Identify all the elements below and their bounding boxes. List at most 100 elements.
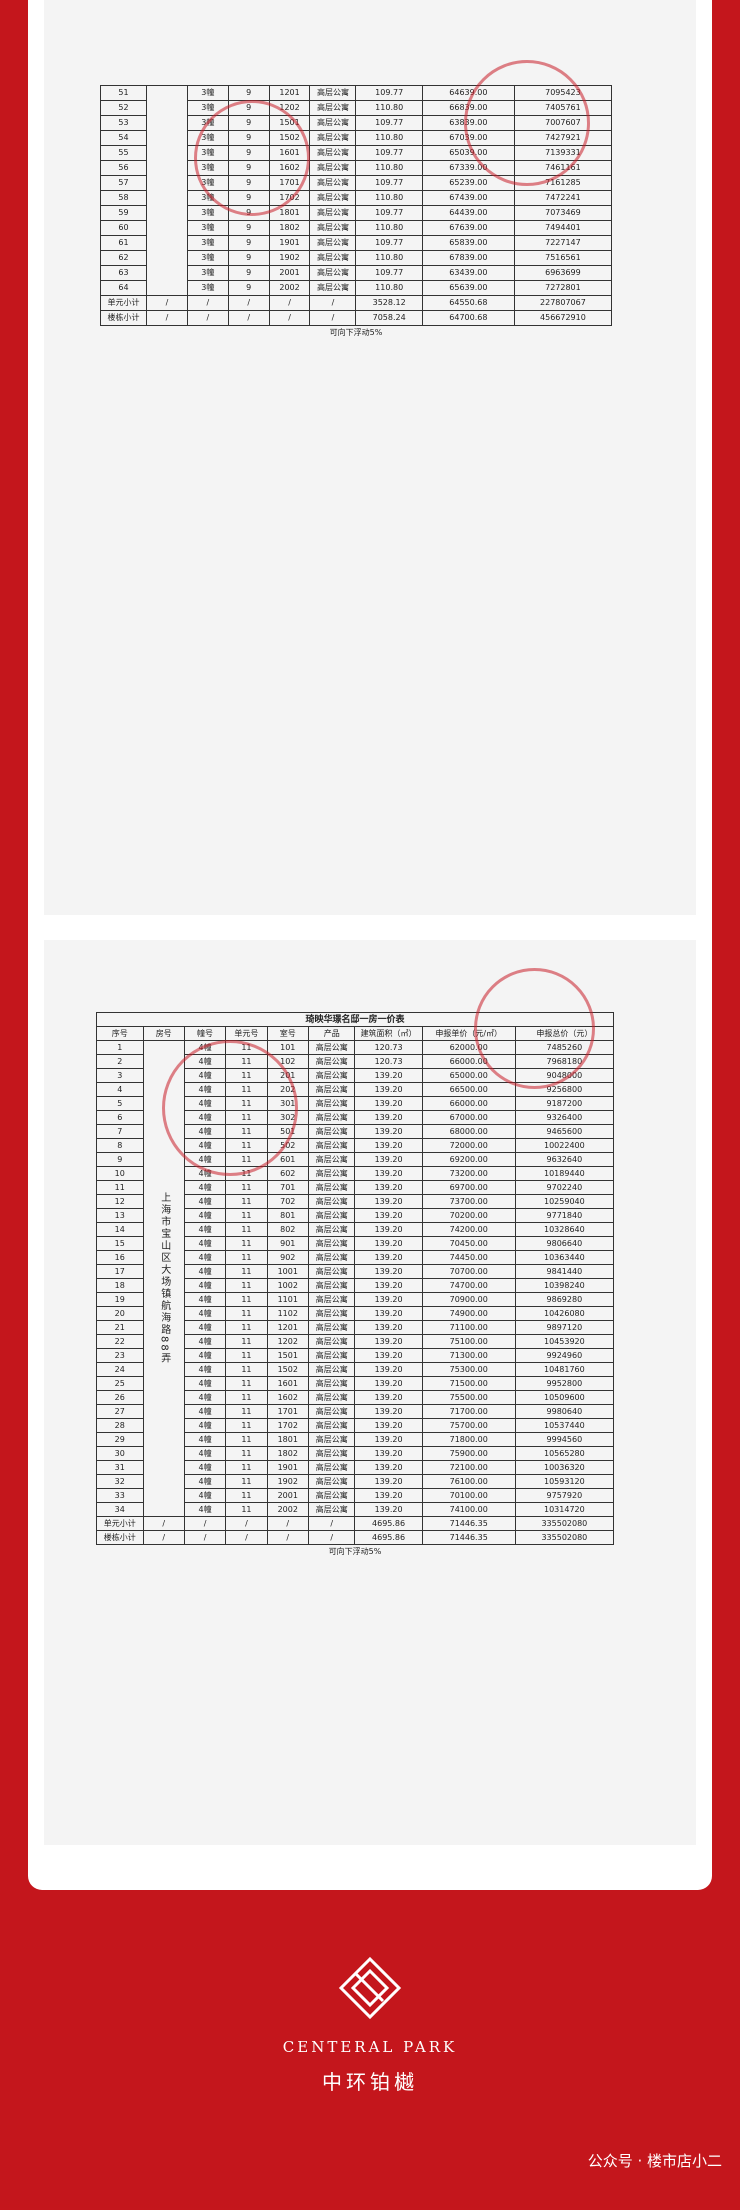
table-cell: 24 <box>96 1362 144 1377</box>
table-cell: 高层公寓 <box>307 1082 356 1097</box>
table-cell: 11 <box>225 1418 268 1433</box>
summary-cell: 335502080 <box>514 1530 615 1545</box>
table-cell: 9 <box>227 250 270 266</box>
table-cell: 4幢 <box>183 1138 227 1153</box>
table-cell: 高层公寓 <box>307 1068 356 1083</box>
table-cell: 1101 <box>266 1292 309 1307</box>
table-cell: 4幢 <box>183 1222 227 1237</box>
table-cell: 4幢 <box>183 1264 227 1279</box>
table-cell: 高层公寓 <box>307 1320 356 1335</box>
table-row: 27 4幢 11 1701 高层公寓 139.20 71700.00 9980640 <box>96 1404 615 1419</box>
table-cell: 高层公寓 <box>307 1292 356 1307</box>
address-cell: 上海市宝山区大场镇航海路88弄 <box>142 1040 185 1517</box>
table-cell: 11 <box>225 1222 268 1237</box>
table-cell: 23 <box>96 1348 144 1363</box>
table-cell: 高层公寓 <box>309 250 357 266</box>
table-cell: 10259040 <box>514 1194 615 1209</box>
header-cell: 幢号 <box>183 1026 227 1041</box>
summary-cell: / <box>225 1530 268 1545</box>
table-cell: 3幢 <box>186 115 229 131</box>
table-cell: 11 <box>225 1376 268 1391</box>
table-cell: 74200.00 <box>421 1222 516 1237</box>
table-cell: 3幢 <box>186 265 229 281</box>
table-cell: 4幢 <box>183 1292 227 1307</box>
table-cell: 高层公寓 <box>309 190 357 206</box>
summary-cell: 单元小计 <box>96 1516 144 1531</box>
summary-cell: / <box>142 1516 185 1531</box>
table-cell: 10426080 <box>514 1306 615 1321</box>
table-cell: 139.20 <box>354 1236 423 1251</box>
table-cell: 70900.00 <box>421 1292 516 1307</box>
table-cell: 1901 <box>268 235 311 251</box>
table-cell: 1502 <box>268 130 311 146</box>
table-cell: 4幢 <box>183 1418 227 1433</box>
table-cell: 73700.00 <box>421 1194 516 1209</box>
table-cell: 1901 <box>266 1460 309 1475</box>
table-row: 22 4幢 11 1202 高层公寓 139.20 75100.00 10453920 <box>96 1334 615 1349</box>
table-row: 5 4幢 11 301 高层公寓 139.20 66000.00 9187200 <box>96 1096 615 1111</box>
table-cell: 3 <box>96 1068 144 1083</box>
table-cell: 60 <box>100 220 147 236</box>
table-row: 8 4幢 11 502 高层公寓 139.20 72000.00 10022400 <box>96 1138 615 1153</box>
table-row: 6 4幢 11 302 高层公寓 139.20 67000.00 9326400 <box>96 1110 615 1125</box>
table-cell: 901 <box>266 1236 309 1251</box>
table-cell: 4幢 <box>183 1166 227 1181</box>
watermark: 公众号 · 楼市店小二 <box>587 2152 722 2170</box>
footer-row: 可向下浮动5% <box>97 1545 614 1559</box>
table-cell: 高层公寓 <box>309 235 357 251</box>
table-cell: 高层公寓 <box>307 1446 356 1461</box>
table-cell: 9 <box>227 205 270 221</box>
article-card: 51 3幢 9 1201 高层公寓 109.77 64639.00 7095423 52 3幢 9 1… <box>28 0 712 1890</box>
table-cell: 4幢 <box>183 1502 227 1517</box>
table-cell: 4幢 <box>183 1194 227 1209</box>
table-cell: 70450.00 <box>421 1236 516 1251</box>
table-cell: 4幢 <box>183 1432 227 1447</box>
table-cell: 高层公寓 <box>309 160 357 176</box>
table-cell: 9757920 <box>514 1488 615 1503</box>
table-cell: 72100.00 <box>421 1460 516 1475</box>
table-cell: 71300.00 <box>421 1348 516 1363</box>
table-cell: 11 <box>225 1390 268 1405</box>
table-cell: 高层公寓 <box>307 1152 356 1167</box>
table-cell: 61 <box>100 235 147 251</box>
table-cell: 6 <box>96 1110 144 1125</box>
table-cell: 18 <box>96 1278 144 1293</box>
table-cell: 68000.00 <box>421 1124 516 1139</box>
table-cell: 26 <box>96 1390 144 1405</box>
table-cell: 67339.00 <box>421 160 515 176</box>
table-row: 14 4幢 11 802 高层公寓 139.20 74200.00 10328640 <box>96 1222 615 1237</box>
summary-cell: / <box>268 310 311 326</box>
table-cell: 1602 <box>266 1390 309 1405</box>
header-cell: 申报单价（元/㎡） <box>421 1026 516 1041</box>
table-cell: 7968180 <box>514 1054 615 1069</box>
table-cell: 69700.00 <box>421 1180 516 1195</box>
table-cell: 4幢 <box>183 1278 227 1293</box>
table-cell: 9702240 <box>514 1180 615 1195</box>
table-cell: 66000.00 <box>421 1096 516 1111</box>
table-cell: 1201 <box>268 85 311 101</box>
summary-cell: / <box>266 1516 309 1531</box>
table-cell: 4幢 <box>183 1390 227 1405</box>
table-cell: 1501 <box>266 1348 309 1363</box>
table-cell: 139.20 <box>354 1110 423 1125</box>
table-cell: 139.20 <box>354 1264 423 1279</box>
table-cell: 1802 <box>266 1446 309 1461</box>
table-cell: 67839.00 <box>421 250 515 266</box>
table-cell: 109.77 <box>355 145 423 161</box>
summary-cell: / <box>307 1516 356 1531</box>
summary-cell: 227807067 <box>513 295 613 311</box>
table-cell: 139.20 <box>354 1432 423 1447</box>
summary-cell: / <box>225 1516 268 1531</box>
summary-cell: 335502080 <box>514 1516 615 1531</box>
table-cell: 高层公寓 <box>307 1348 356 1363</box>
table-cell: 高层公寓 <box>307 1390 356 1405</box>
table-row: 19 4幢 11 1101 高层公寓 139.20 70900.00 9869280 <box>96 1292 615 1307</box>
table-cell: 58 <box>100 190 147 206</box>
table-cell: 7161285 <box>513 175 613 191</box>
table-cell: 27 <box>96 1404 144 1419</box>
table-cell: 7405761 <box>513 100 613 116</box>
table-cell: 73200.00 <box>421 1166 516 1181</box>
summary-cell: 71446.35 <box>421 1530 516 1545</box>
table-cell: 9897120 <box>514 1320 615 1335</box>
table-cell: 3幢 <box>186 250 229 266</box>
